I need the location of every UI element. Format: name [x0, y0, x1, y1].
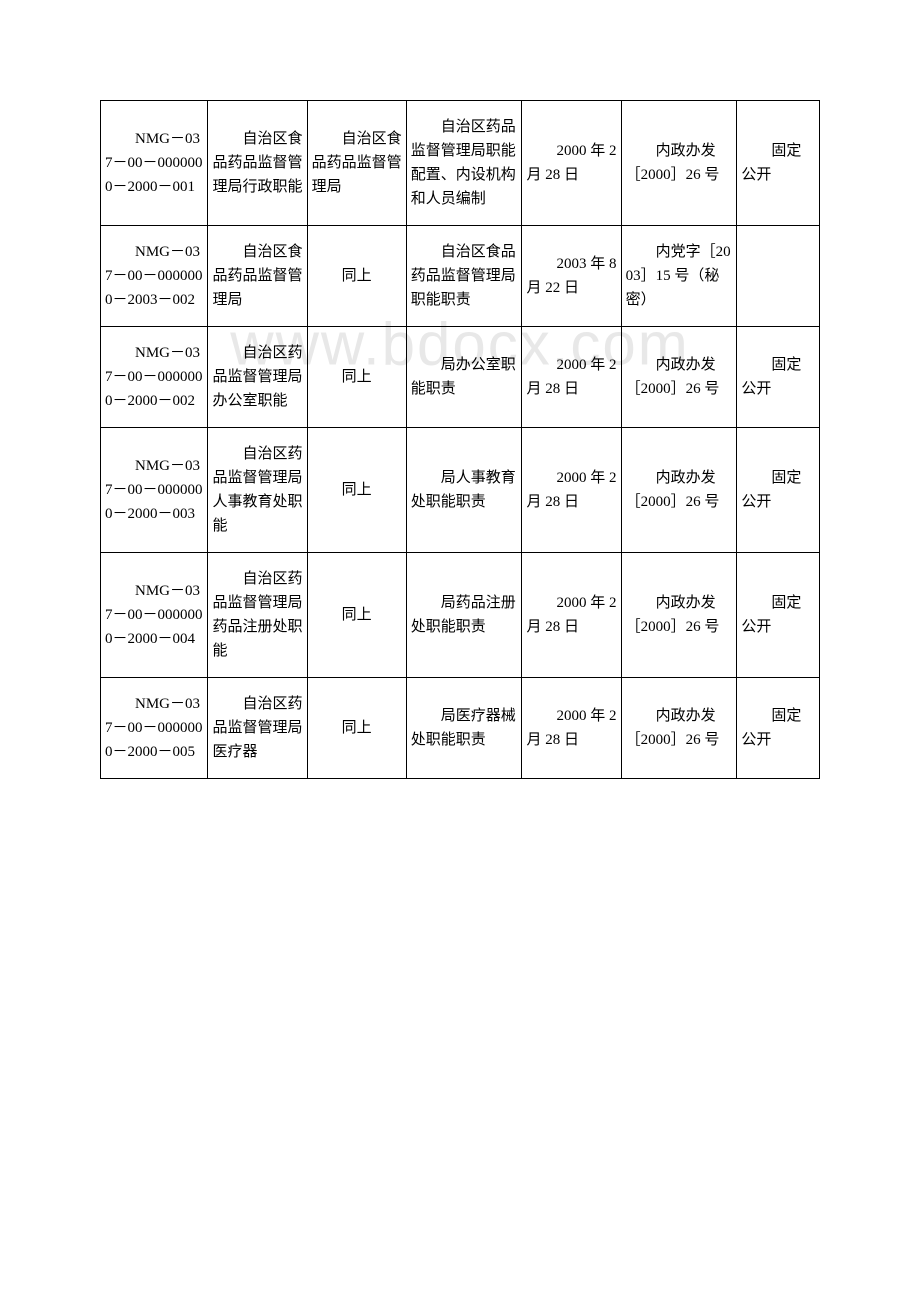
- cell-title: 自治区食品药品监督管理局行政职能: [212, 127, 302, 199]
- cell-public: 固定公开: [741, 591, 815, 639]
- cell-code: NMG－037－00－0000000－2000－004: [105, 579, 203, 651]
- cell-docno: 内政办发［2000］26 号: [626, 704, 733, 752]
- data-table: NMG－037－00－0000000－2000－001 自治区食品药品监督管理局…: [100, 100, 820, 779]
- table-row: NMG－037－00－0000000－2000－004 自治区药品监督管理局药品…: [101, 553, 820, 678]
- table-row: NMG－037－00－0000000－2000－001 自治区食品药品监督管理局…: [101, 101, 820, 226]
- cell-dept: 同上: [312, 264, 402, 288]
- cell-code: NMG－037－00－0000000－2000－005: [105, 692, 203, 764]
- cell-date: 2000 年 2月 28 日: [526, 353, 616, 401]
- cell-content: 局办公室职能职责: [411, 353, 518, 401]
- table-row: NMG－037－00－0000000－2000－003 自治区药品监督管理局人事…: [101, 428, 820, 553]
- cell-dept: 自治区食品药品监督管理局: [312, 127, 402, 199]
- cell-title: 自治区药品监督管理局人事教育处职能: [212, 442, 302, 538]
- cell-dept: 同上: [312, 603, 402, 627]
- page-content: NMG－037－00－0000000－2000－001 自治区食品药品监督管理局…: [100, 100, 820, 779]
- table-row: NMG－037－00－0000000－2000－005 自治区药品监督管理局医疗…: [101, 678, 820, 779]
- cell-date: 2000 年 2月 28 日: [526, 466, 616, 514]
- cell-title: 自治区药品监督管理局医疗器: [212, 692, 302, 764]
- cell-title: 自治区药品监督管理局药品注册处职能: [212, 567, 302, 663]
- cell-date: 2003 年 8月 22 日: [526, 252, 616, 300]
- cell-code: NMG－037－00－0000000－2000－003: [105, 454, 203, 526]
- cell-dept: 同上: [312, 365, 402, 389]
- table-body: NMG－037－00－0000000－2000－001 自治区食品药品监督管理局…: [101, 101, 820, 779]
- cell-content: 局药品注册处职能职责: [411, 591, 518, 639]
- cell-date: 2000 年 2月 28 日: [526, 704, 616, 752]
- cell-public: 固定公开: [741, 466, 815, 514]
- cell-public: 固定公开: [741, 704, 815, 752]
- cell-public: 固定公开: [741, 353, 815, 401]
- cell-content: 自治区食品药品监督管理局职能职责: [411, 240, 518, 312]
- cell-dept: 同上: [312, 716, 402, 740]
- cell-dept: 同上: [312, 478, 402, 502]
- cell-docno: 内政办发［2000］26 号: [626, 591, 733, 639]
- cell-code: NMG－037－00－0000000－2003－002: [105, 240, 203, 312]
- cell-code: NMG－037－00－0000000－2000－001: [105, 127, 203, 199]
- cell-content: 局医疗器械处职能职责: [411, 704, 518, 752]
- cell-content: 自治区药品监督管理局职能配置、内设机构和人员编制: [411, 115, 518, 211]
- cell-docno: 内政办发［2000］26 号: [626, 466, 733, 514]
- cell-docno: 内政办发［2000］26 号: [626, 353, 733, 401]
- table-row: NMG－037－00－0000000－2003－002 自治区食品药品监督管理局…: [101, 226, 820, 327]
- table-row: NMG－037－00－0000000－2000－002 自治区药品监督管理局办公…: [101, 327, 820, 428]
- cell-content: 局人事教育处职能职责: [411, 466, 518, 514]
- cell-date: 2000 年 2月 28 日: [526, 139, 616, 187]
- cell-docno: 内党字［2003］15 号（秘密）: [626, 240, 733, 312]
- cell-public: 固定公开: [741, 139, 815, 187]
- cell-code: NMG－037－00－0000000－2000－002: [105, 341, 203, 413]
- cell-title: 自治区食品药品监督管理局: [212, 240, 302, 312]
- cell-title: 自治区药品监督管理局办公室职能: [212, 341, 302, 413]
- cell-docno: 内政办发［2000］26 号: [626, 139, 733, 187]
- cell-date: 2000 年 2月 28 日: [526, 591, 616, 639]
